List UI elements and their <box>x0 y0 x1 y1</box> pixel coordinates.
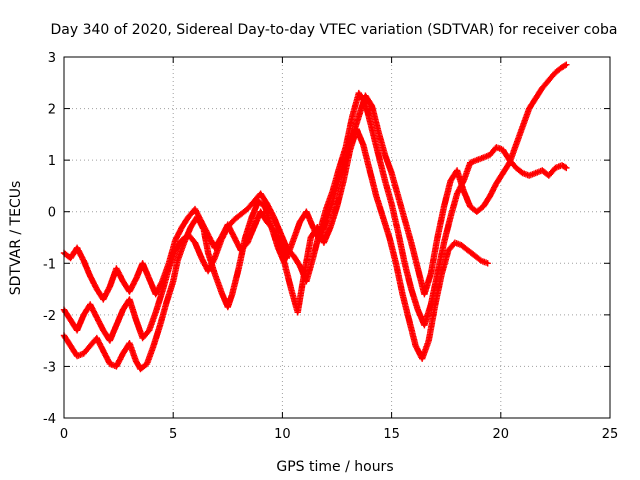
grid-layer <box>64 57 610 418</box>
y-axis-label: SDTVAR / TECUs <box>8 181 24 296</box>
data-series-3 <box>60 61 570 303</box>
y-tick-label: 0 <box>48 206 56 221</box>
data-marks <box>60 61 570 373</box>
chart-title: Day 340 of 2020, Sidereal Day-to-day VTE… <box>51 22 618 38</box>
x-tick-label: 15 <box>383 427 400 442</box>
x-tick-label: 10 <box>274 427 291 442</box>
data-series-1 <box>60 126 491 373</box>
y-tick-label: -1 <box>43 257 56 272</box>
series-3-points <box>60 61 570 303</box>
plot-frame <box>63 56 611 419</box>
y-tick-label: 1 <box>48 154 56 169</box>
y-tick-label: 3 <box>48 51 56 66</box>
series-2-points <box>60 89 570 344</box>
tick-layer: 0 5 10 15 20 25 -4 -3 -2 -1 0 1 2 3 <box>43 51 618 442</box>
x-tick-label: 20 <box>493 427 510 442</box>
y-tick-label: -2 <box>43 309 56 324</box>
x-tick-label: 5 <box>169 427 177 442</box>
x-tick-label: 0 <box>60 427 68 442</box>
x-axis-label: GPS time / hours <box>276 459 393 475</box>
y-tick-label: -3 <box>43 360 56 375</box>
data-series-2 <box>60 89 570 344</box>
x-tick-label: 25 <box>602 427 619 442</box>
series-1-points <box>60 126 491 373</box>
y-tick-label: -4 <box>43 412 56 427</box>
y-tick-label: 2 <box>48 103 56 118</box>
